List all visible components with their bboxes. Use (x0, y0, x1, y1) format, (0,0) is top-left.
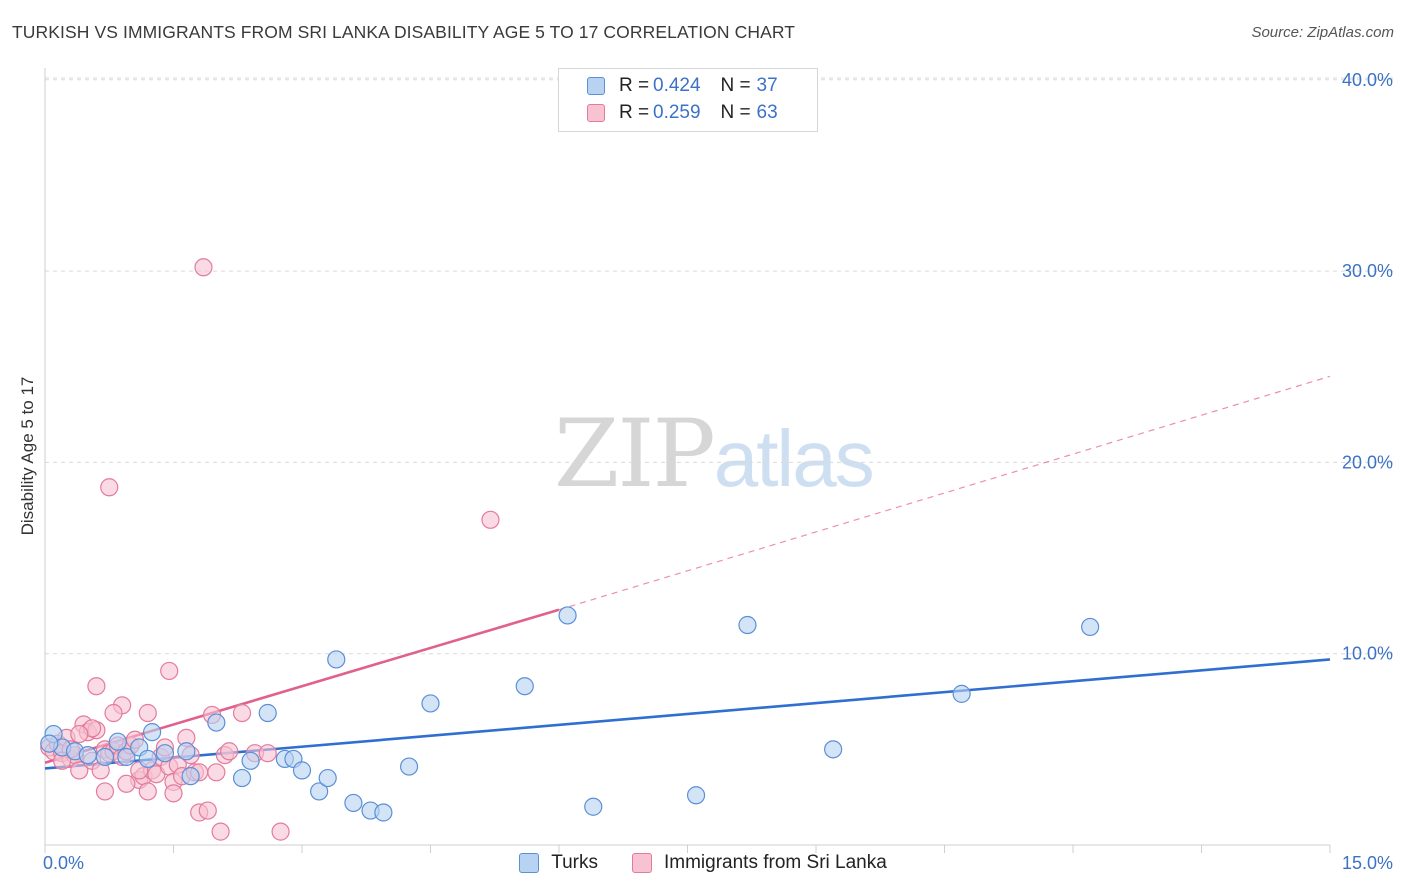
turks-point (584, 797, 603, 816)
watermark: ZIPatlas (554, 400, 875, 509)
srilanka-point (117, 774, 136, 793)
y-tick-label: 40.0% (1342, 70, 1393, 90)
srilanka-point (70, 724, 89, 744)
turks-point (1081, 617, 1100, 637)
tick-layer: 10.0% 20.0% 30.0% 40.0% 0.0% 15.0% (43, 70, 1393, 873)
x-tick-label: 15.0% (1342, 853, 1393, 873)
turks-point (344, 793, 363, 813)
srilanka-point (104, 703, 123, 723)
legend-r-value: 0.259 (653, 102, 701, 123)
turks-point (952, 684, 971, 703)
srilanka-point (220, 742, 239, 761)
legend-r-value: 0.424 (653, 75, 701, 96)
srilanka-point (194, 258, 213, 277)
turks-point (108, 732, 127, 751)
y-tick-label: 10.0% (1342, 644, 1393, 664)
srilanka-trend-extension (558, 375, 1331, 611)
turks-point (78, 745, 97, 765)
srilanka-legend-label: Immigrants from Sri Lanka (664, 852, 887, 873)
turks-point (318, 768, 337, 788)
turks-point (138, 749, 157, 769)
srilanka-point (481, 510, 500, 529)
turks-point (241, 751, 260, 770)
watermark-zip: ZIP (554, 400, 716, 509)
legend-row-srilanka: R = 0.259 N = 63 (587, 100, 778, 126)
turks-point (155, 744, 175, 763)
turks-point (142, 723, 162, 742)
legend-item-turks: Turks (519, 852, 598, 874)
turks-point (310, 782, 329, 801)
legend-n-label: N = (720, 102, 751, 123)
srilanka-point (95, 782, 115, 801)
turks-point (258, 703, 277, 723)
turks-point (558, 606, 577, 625)
legend-r-label: R = (619, 75, 650, 96)
legend-item-srilanka: Immigrants from Sri Lanka (632, 852, 887, 874)
srilanka-point (160, 661, 179, 681)
srilanka-point (70, 761, 89, 780)
turks-point (327, 650, 346, 669)
series-legend: Turks Immigrants from Sri Lanka (0, 852, 1406, 874)
srilanka-point (271, 822, 290, 841)
legend-n-value: 63 (756, 102, 778, 123)
turks-point (421, 694, 440, 713)
legend-row-turks: R = 0.424 N = 37 (587, 73, 778, 99)
turks-point (292, 761, 312, 780)
srilanka-legend-swatch (632, 853, 652, 873)
srilanka-point (138, 782, 157, 801)
chart-title: TURKISH VS IMMIGRANTS FROM SRI LANKA DIS… (12, 22, 796, 42)
srilanka-point (198, 801, 217, 820)
grid-layer (45, 77, 1395, 655)
srilanka-point (232, 703, 252, 723)
srilanka-swatch (587, 104, 605, 122)
turks-point (177, 742, 196, 761)
source-credit: Source: ZipAtlas.com (1251, 24, 1394, 41)
legend-n-label: N = (720, 75, 751, 96)
turks-point (738, 615, 757, 635)
srilanka-point (100, 478, 119, 497)
srilanka-point (87, 677, 106, 696)
srilanka-point (207, 763, 226, 782)
turks-point (117, 747, 136, 767)
turks-point (374, 803, 393, 822)
axis-layer (44, 68, 1331, 853)
turks-point (232, 768, 252, 788)
y-axis-label: Disability Age 5 to 17 (18, 376, 37, 536)
turks-point (95, 747, 115, 767)
srilanka-point (138, 703, 157, 723)
y-tick-label: 30.0% (1342, 261, 1393, 281)
turks-point (824, 740, 843, 759)
watermark-atlas: atlas (713, 414, 875, 503)
turks-swatch (587, 77, 605, 95)
srilanka-point (164, 784, 183, 803)
turks-point (181, 767, 200, 786)
turks-legend-label: Turks (551, 852, 598, 873)
turks-point (686, 786, 706, 805)
legend-r-label: R = (619, 102, 650, 123)
srilanka-point (211, 822, 230, 841)
x-tick-label: 0.0% (43, 853, 84, 873)
turks-point (40, 734, 59, 753)
legend-n-value: 37 (756, 75, 778, 96)
turks-legend-swatch (519, 853, 540, 873)
points-layer (40, 258, 1100, 841)
turks-point (399, 757, 419, 776)
turks-point (515, 677, 534, 696)
srilanka-point (258, 744, 277, 763)
y-tick-label: 20.0% (1342, 452, 1393, 472)
correlation-legend: R = 0.424 N = 37 R = 0.259 N = 63 (558, 68, 818, 132)
turks-point (207, 713, 226, 732)
